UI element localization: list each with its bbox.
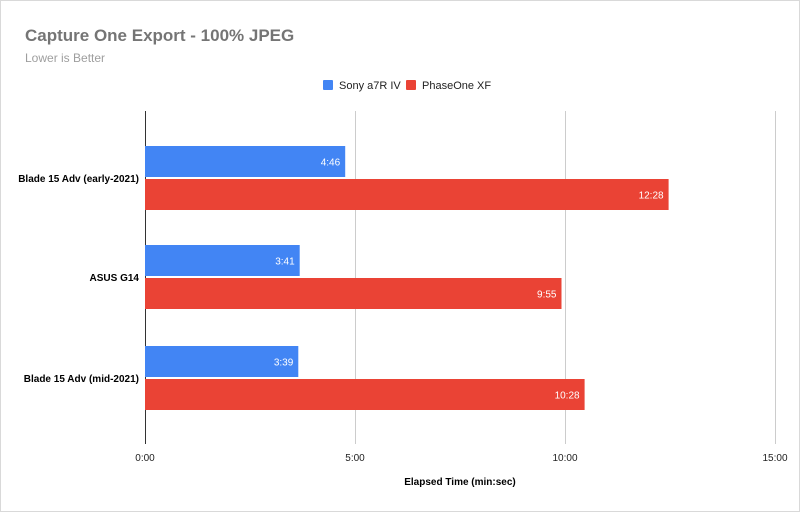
chart-title: Capture One Export - 100% JPEG: [25, 26, 294, 45]
bar-value-label: 3:41: [275, 257, 295, 268]
bar: [145, 379, 585, 410]
tick-labels: 0:00 5:00 10:00 15:00: [135, 453, 788, 464]
legend-swatch: [323, 80, 333, 90]
bar: [145, 245, 300, 276]
chart-subtitle: Lower is Better: [25, 51, 105, 65]
bar: [145, 278, 562, 309]
legend-swatch: [406, 80, 416, 90]
x-axis-title: Elapsed Time (min:sec): [404, 477, 516, 488]
x-tick-label: 0:00: [135, 453, 155, 464]
bar-value-label: 9:55: [537, 290, 557, 301]
bar: [145, 179, 669, 210]
x-tick-label: 5:00: [345, 453, 365, 464]
bar-value-label: 10:28: [555, 391, 580, 402]
bar: [145, 346, 299, 377]
x-tick-label: 10:00: [552, 453, 577, 464]
category-label: Blade 15 Adv (mid-2021): [24, 374, 139, 385]
category-label: Blade 15 Adv (early-2021): [18, 174, 139, 185]
legend-label: PhaseOne XF: [422, 80, 491, 92]
bar-value-label: 4:46: [321, 158, 341, 169]
category-labels: Blade 15 Adv (early-2021) ASUS G14 Blade 1…: [18, 174, 139, 385]
legend-label: Sony a7R IV: [339, 80, 401, 92]
bar: [145, 146, 346, 177]
bars: 4:46 12:28 3:41 9:55 3:39 10:28: [145, 146, 669, 410]
x-tick-label: 15:00: [762, 453, 787, 464]
bar-value-label: 12:28: [639, 191, 664, 202]
category-label: ASUS G14: [90, 273, 140, 284]
legend: Sony a7R IV PhaseOne XF: [323, 80, 491, 92]
bar-value-label: 3:39: [274, 358, 294, 369]
